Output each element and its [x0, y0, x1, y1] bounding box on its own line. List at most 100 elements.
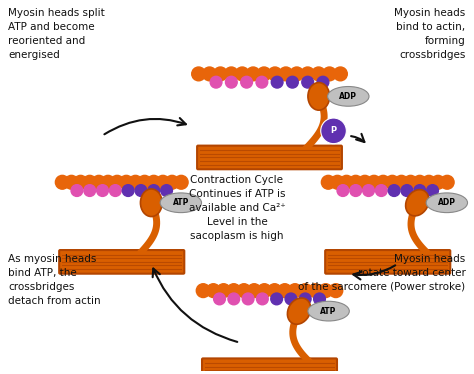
Circle shape [227, 284, 241, 298]
FancyArrowPatch shape [353, 265, 395, 279]
Circle shape [241, 76, 253, 88]
Circle shape [349, 175, 363, 189]
Circle shape [278, 284, 292, 298]
Circle shape [298, 284, 312, 298]
Circle shape [401, 185, 413, 196]
Circle shape [84, 185, 96, 196]
Circle shape [404, 175, 418, 189]
Circle shape [413, 175, 427, 189]
Text: Myosin heads
rotate toward center
of the sarcomere (Power stroke): Myosin heads rotate toward center of the… [299, 254, 465, 292]
Circle shape [128, 175, 142, 189]
Circle shape [287, 76, 298, 88]
Circle shape [214, 293, 225, 305]
Circle shape [340, 175, 354, 189]
Circle shape [330, 175, 344, 189]
Text: P: P [330, 126, 337, 135]
Circle shape [414, 185, 426, 196]
Circle shape [288, 284, 302, 298]
Text: ATP: ATP [173, 198, 189, 207]
Text: ATP: ATP [320, 307, 337, 316]
Circle shape [109, 185, 121, 196]
Ellipse shape [426, 193, 467, 212]
Circle shape [279, 67, 293, 81]
Circle shape [92, 175, 106, 189]
Ellipse shape [287, 298, 311, 324]
Circle shape [363, 185, 374, 196]
Circle shape [236, 67, 249, 81]
Circle shape [257, 67, 271, 81]
Circle shape [161, 185, 173, 196]
Circle shape [196, 284, 210, 298]
Circle shape [312, 67, 326, 81]
Circle shape [334, 67, 347, 81]
Circle shape [64, 175, 78, 189]
Text: Myosin heads split
ATP and become
reoriented and
energised: Myosin heads split ATP and become reorie… [9, 8, 105, 60]
Circle shape [83, 175, 97, 189]
Circle shape [302, 76, 313, 88]
Circle shape [122, 185, 134, 196]
Circle shape [256, 76, 268, 88]
Circle shape [321, 175, 335, 189]
Circle shape [207, 284, 220, 298]
Circle shape [225, 67, 238, 81]
Circle shape [427, 185, 438, 196]
Circle shape [148, 185, 160, 196]
Circle shape [301, 67, 315, 81]
Ellipse shape [328, 86, 369, 106]
Circle shape [110, 175, 124, 189]
Circle shape [55, 175, 69, 189]
Circle shape [376, 175, 390, 189]
Circle shape [213, 67, 228, 81]
Ellipse shape [406, 190, 429, 216]
Circle shape [228, 293, 240, 305]
Circle shape [314, 293, 325, 305]
Circle shape [237, 284, 251, 298]
FancyArrowPatch shape [153, 269, 237, 342]
Circle shape [247, 284, 261, 298]
Ellipse shape [160, 193, 201, 212]
Circle shape [375, 185, 387, 196]
Circle shape [317, 76, 329, 88]
FancyArrowPatch shape [351, 134, 365, 142]
Circle shape [246, 67, 260, 81]
Ellipse shape [140, 189, 162, 217]
Circle shape [271, 76, 283, 88]
Circle shape [73, 175, 88, 189]
FancyBboxPatch shape [59, 250, 184, 274]
Text: ADP: ADP [339, 92, 357, 101]
FancyArrowPatch shape [104, 118, 186, 134]
Circle shape [210, 76, 222, 88]
Circle shape [71, 185, 83, 196]
Circle shape [268, 67, 282, 81]
Circle shape [268, 284, 282, 298]
Circle shape [174, 175, 188, 189]
Circle shape [321, 118, 346, 144]
Circle shape [337, 185, 349, 196]
Circle shape [226, 76, 237, 88]
FancyBboxPatch shape [325, 250, 450, 274]
Circle shape [257, 284, 271, 298]
Circle shape [388, 185, 400, 196]
Circle shape [350, 185, 362, 196]
Circle shape [329, 284, 343, 298]
Ellipse shape [308, 83, 329, 110]
Circle shape [367, 175, 381, 189]
Text: Myosin heads
bind to actin,
forming
crossbridges: Myosin heads bind to actin, forming cros… [394, 8, 465, 60]
Circle shape [147, 175, 161, 189]
Circle shape [285, 293, 297, 305]
Circle shape [300, 293, 311, 305]
Circle shape [290, 67, 304, 81]
Circle shape [309, 284, 322, 298]
Circle shape [319, 284, 333, 298]
FancyBboxPatch shape [197, 145, 342, 169]
Circle shape [440, 175, 454, 189]
Circle shape [271, 293, 283, 305]
Circle shape [101, 175, 115, 189]
Ellipse shape [308, 301, 349, 321]
Circle shape [242, 293, 254, 305]
Circle shape [358, 175, 372, 189]
FancyBboxPatch shape [202, 358, 337, 374]
Circle shape [135, 185, 147, 196]
Circle shape [385, 175, 399, 189]
Circle shape [138, 175, 152, 189]
